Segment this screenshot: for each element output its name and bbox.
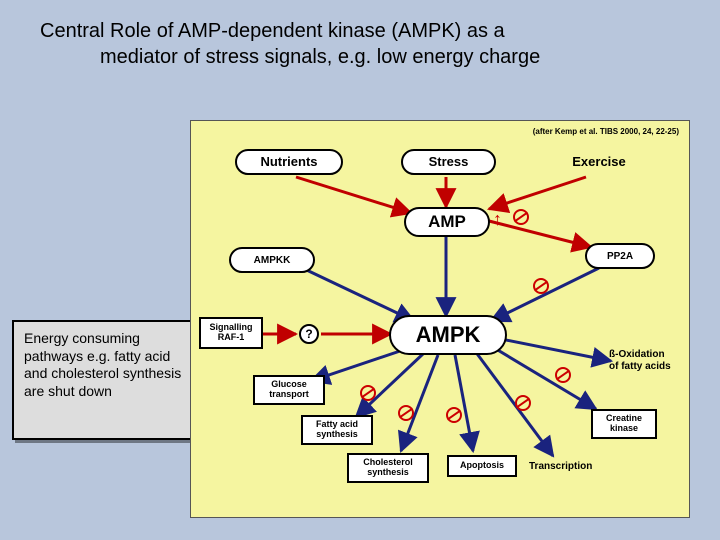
arrow-ampk-to-cholesterol bbox=[401, 355, 438, 451]
node-exercise: Exercise bbox=[549, 149, 649, 175]
title-line-2: mediator of stress signals, e.g. low ene… bbox=[40, 44, 680, 70]
arrow-nutrients-to-amp bbox=[296, 177, 411, 213]
inhibitor-icon bbox=[555, 367, 571, 383]
arrow-exercise-to-amp bbox=[489, 177, 586, 209]
inhibitor-icon bbox=[398, 405, 414, 421]
arrow-ampk-to-glucose bbox=[311, 349, 406, 381]
amp-up-arrow-icon: ↑ bbox=[493, 209, 502, 230]
arrow-ampkk-to-ampk bbox=[296, 265, 414, 321]
node-cholesterol: Cholesterol synthesis bbox=[347, 453, 429, 483]
citation-text: (after Kemp et al. TIBS 2000, 24, 22-25) bbox=[533, 127, 679, 136]
arrow-amp-to-pp2a bbox=[489, 221, 591, 247]
node-ampkk: AMPKK bbox=[229, 247, 315, 273]
arrow-ampk-to-transcription bbox=[475, 351, 553, 456]
diagram-panel: (after Kemp et al. TIBS 2000, 24, 22-25)… bbox=[190, 120, 690, 518]
node-question: ? bbox=[299, 324, 319, 344]
node-transcription: Transcription bbox=[529, 461, 592, 473]
node-ampk: AMPK bbox=[389, 315, 507, 355]
node-nutrients: Nutrients bbox=[235, 149, 343, 175]
title-line-1: Central Role of AMP-dependent kinase (AM… bbox=[40, 18, 680, 44]
inhibitor-icon bbox=[533, 278, 549, 294]
slide-title: Central Role of AMP-dependent kinase (AM… bbox=[40, 18, 680, 70]
inhibitor-icon bbox=[515, 395, 531, 411]
arrow-ampk-to-apoptosis bbox=[455, 355, 473, 451]
arrow-ampk-to-creatine bbox=[491, 346, 596, 409]
arrow-ampk-to-boxidation bbox=[501, 339, 611, 361]
callout-note: Energy consuming pathways e.g. fatty aci… bbox=[12, 320, 194, 440]
node-creatine: Creatine kinase bbox=[591, 409, 657, 439]
arrow-pp2a-to-ampk bbox=[491, 268, 599, 321]
node-glucose: Glucose transport bbox=[253, 375, 325, 405]
node-amp: AMP bbox=[404, 207, 490, 237]
node-apoptosis: Apoptosis bbox=[447, 455, 517, 477]
node-boxidation: ß-Oxidation of fatty acids bbox=[609, 349, 685, 372]
inhibitor-icon bbox=[513, 209, 529, 225]
node-pp2a: PP2A bbox=[585, 243, 655, 269]
node-signalling: Signalling RAF-1 bbox=[199, 317, 263, 349]
inhibitor-icon bbox=[360, 385, 376, 401]
node-fatty: Fatty acid synthesis bbox=[301, 415, 373, 445]
inhibitor-icon bbox=[446, 407, 462, 423]
node-stress: Stress bbox=[401, 149, 496, 175]
